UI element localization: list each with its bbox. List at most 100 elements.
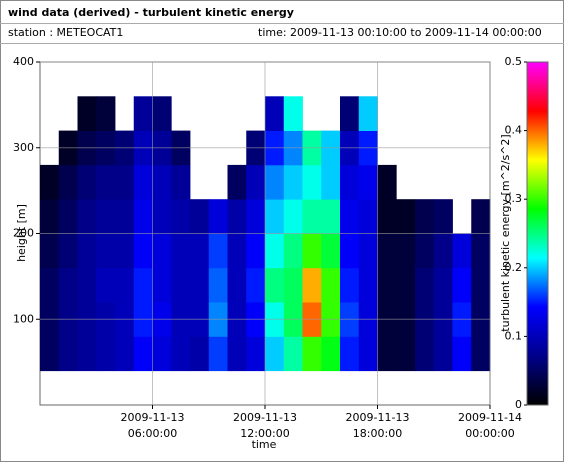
heat-cell xyxy=(40,199,60,234)
heat-cell xyxy=(208,233,228,269)
x-tick-label: 2009-11-13 18:00:00 xyxy=(346,411,410,440)
heat-cell xyxy=(358,233,378,269)
heat-cell xyxy=(358,336,378,372)
heat-cell xyxy=(115,233,135,269)
colorbar-tick-label: 0.5 xyxy=(505,55,523,68)
heat-cell xyxy=(171,164,191,200)
heat-cell xyxy=(96,267,116,303)
heat-cell xyxy=(227,336,247,372)
y-tick-label: 400 xyxy=(13,55,34,68)
heat-cell xyxy=(246,199,266,234)
heat-cell xyxy=(283,267,303,303)
heat-cell xyxy=(415,233,435,269)
heat-cell xyxy=(58,336,78,372)
heat-cell xyxy=(133,199,153,234)
heat-cell xyxy=(152,96,172,131)
heat-cell xyxy=(190,233,210,269)
heat-cell xyxy=(96,233,116,269)
chart-title: wind data (derived) - turbulent kinetic … xyxy=(8,6,294,19)
heat-cell xyxy=(340,164,360,200)
heat-cell xyxy=(377,233,397,269)
heat-cell xyxy=(96,96,116,131)
heat-cell xyxy=(115,164,135,200)
heat-cell xyxy=(265,199,285,234)
heat-cell xyxy=(115,267,135,303)
colorbar-tick-label: 0.3 xyxy=(505,192,523,205)
x-tick-label: 2009-11-14 00:00:00 xyxy=(458,411,522,440)
heat-cell xyxy=(340,336,360,372)
y-tick-label: 100 xyxy=(13,312,34,325)
heat-cell xyxy=(340,96,360,131)
heat-cell xyxy=(227,199,247,234)
heat-cell xyxy=(358,199,378,234)
heat-cell xyxy=(433,267,453,303)
heat-cell xyxy=(190,267,210,303)
heat-cell xyxy=(283,233,303,269)
heat-cell xyxy=(265,164,285,200)
heat-cell xyxy=(452,233,472,269)
heat-cell xyxy=(433,199,453,234)
heat-cell xyxy=(152,199,172,234)
heat-cell xyxy=(396,199,416,234)
heat-cell xyxy=(96,336,116,372)
heat-cell xyxy=(171,199,191,234)
heat-cell xyxy=(77,164,97,200)
heat-cell xyxy=(208,336,228,372)
heat-cell xyxy=(302,233,322,269)
heat-cell xyxy=(246,233,266,269)
heat-cell xyxy=(377,267,397,303)
heat-cell xyxy=(302,267,322,303)
heat-cell xyxy=(377,199,397,234)
heat-cell xyxy=(302,164,322,200)
heat-cell xyxy=(40,267,60,303)
heat-cell xyxy=(58,199,78,234)
heat-cell xyxy=(171,336,191,372)
heat-cell xyxy=(321,267,341,303)
heat-cell xyxy=(321,199,341,234)
y-tick-label: 300 xyxy=(13,141,34,154)
heat-cell xyxy=(358,267,378,303)
heat-cell xyxy=(265,336,285,372)
colorbar-tick-label: 0 xyxy=(515,398,522,411)
heat-cell xyxy=(321,336,341,372)
heat-cell xyxy=(133,164,153,200)
colorbar-label: turbulent kinetic energy [m^2/s^2] xyxy=(499,134,512,331)
heat-cell xyxy=(133,96,153,131)
heat-cell xyxy=(452,267,472,303)
heat-cell xyxy=(433,336,453,372)
heat-cell xyxy=(302,336,322,372)
heat-cell xyxy=(452,336,472,372)
heat-cell xyxy=(246,164,266,200)
heat-cell xyxy=(190,199,210,234)
y-axis-label: height [m] xyxy=(15,204,28,262)
heat-cell xyxy=(246,267,266,303)
heat-cell xyxy=(283,96,303,131)
heat-cell xyxy=(133,267,153,303)
heat-cell xyxy=(265,96,285,131)
heat-cell xyxy=(471,233,491,269)
x-axis-label: time xyxy=(252,438,277,451)
heat-cell xyxy=(208,267,228,303)
heat-cell xyxy=(96,199,116,234)
y-tick-label: 200 xyxy=(13,227,34,240)
heat-cell xyxy=(40,164,60,200)
heat-cell xyxy=(471,336,491,372)
x-tick-label: 2009-11-13 12:00:00 xyxy=(233,411,297,440)
heat-cell xyxy=(227,267,247,303)
heat-cell xyxy=(133,233,153,269)
heat-cell xyxy=(415,199,435,234)
heat-cell xyxy=(283,336,303,372)
heat-cell xyxy=(340,199,360,234)
colorbar xyxy=(526,61,549,406)
heat-cell xyxy=(171,233,191,269)
heat-cell xyxy=(340,233,360,269)
heat-cell xyxy=(246,336,266,372)
heat-cell xyxy=(396,336,416,372)
heat-cell xyxy=(415,336,435,372)
heat-cell xyxy=(58,267,78,303)
heat-cell xyxy=(58,164,78,200)
heat-cell xyxy=(208,199,228,234)
heat-cell xyxy=(40,233,60,269)
heat-cell xyxy=(96,164,116,200)
